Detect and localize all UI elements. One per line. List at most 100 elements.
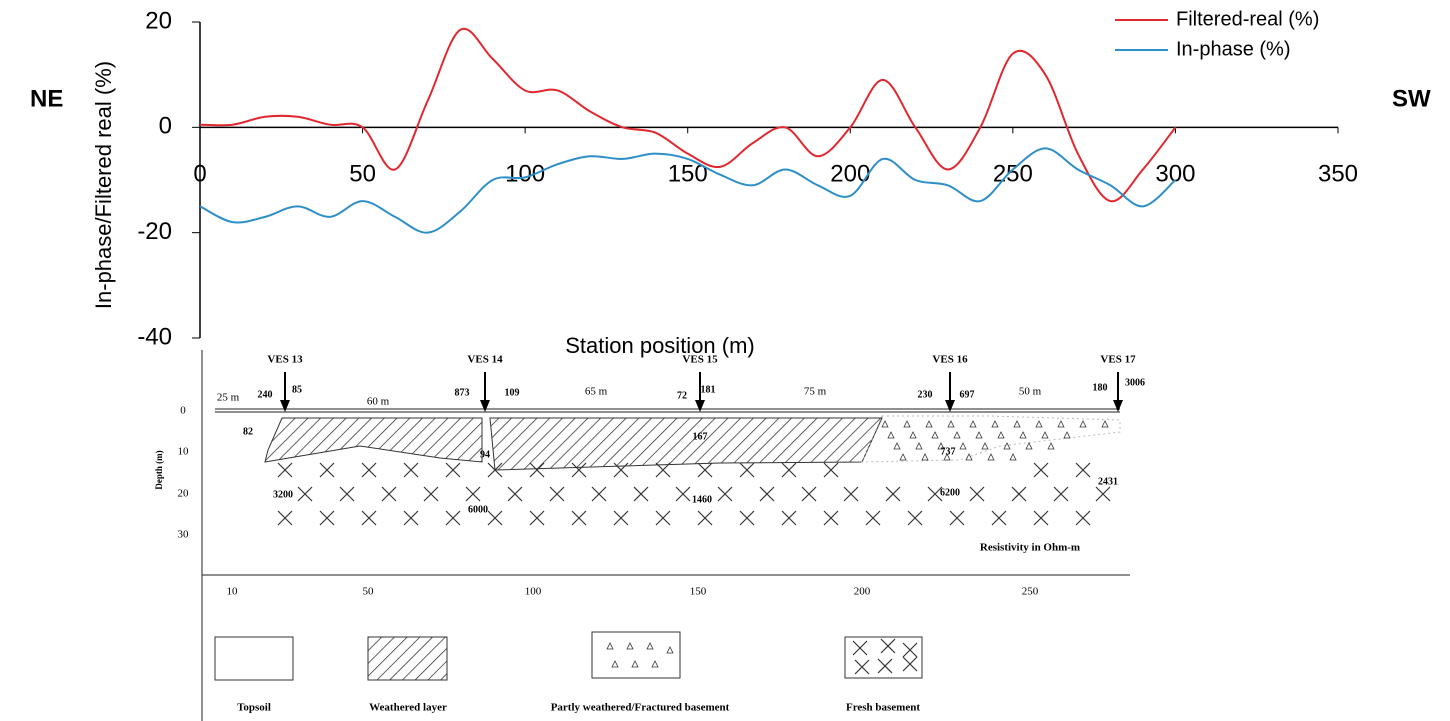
cross-symbol [655, 510, 671, 526]
depth-label: Depth (m) [154, 450, 164, 489]
ves-arrowhead [695, 400, 705, 412]
x-tick-label: 200 [830, 161, 870, 188]
ves-label: VES 14 [467, 354, 503, 366]
triangle-symbol [909, 431, 917, 439]
triangle-symbol [1019, 431, 1027, 439]
triangle-symbol [626, 642, 634, 650]
distance-tick-label: 10 [227, 586, 239, 598]
ves-arrowhead [1113, 400, 1123, 412]
ves-label: VES 15 [682, 354, 718, 366]
x-tick-label: 350 [1318, 161, 1358, 188]
direction-right: SW [1392, 85, 1431, 112]
section-legend-label: Partly weathered/Fractured basement [551, 702, 730, 714]
ves-arrowhead [945, 400, 955, 412]
cross-symbol [877, 658, 893, 674]
section-legend-label: Fresh basement [846, 702, 920, 714]
cross-symbol [902, 656, 918, 672]
triangle-symbol [925, 420, 933, 428]
cross-symbol [339, 486, 355, 502]
spacing-label: 65 m [585, 386, 608, 398]
triangle-symbol [1047, 442, 1055, 450]
spacing-label: 25 m [217, 392, 240, 404]
y-tick-label: 20 [145, 7, 172, 34]
triangle-symbol [931, 431, 939, 439]
resistivity-label: 109 [505, 387, 520, 398]
cross-symbol [697, 510, 713, 526]
x-tick-label: 0 [193, 161, 206, 188]
cross-symbol [739, 462, 755, 478]
triangle-symbol [1025, 442, 1033, 450]
depth-tick-label: 0 [180, 405, 186, 417]
basement-symbols [277, 420, 1111, 675]
cross-symbol [823, 510, 839, 526]
x-tick-label: 300 [1155, 161, 1195, 188]
distance-tick-label: 250 [1022, 586, 1039, 598]
cross-symbol [487, 462, 503, 478]
triangle-symbol [953, 431, 961, 439]
cross-symbol [277, 510, 293, 526]
triangle-symbol [899, 453, 907, 461]
resistivity-label: 72 [677, 390, 687, 401]
section-legend-label: Weathered layer [369, 702, 447, 714]
cross-symbol [507, 486, 523, 502]
triangle-symbol [991, 420, 999, 428]
triangle-symbol [893, 442, 901, 450]
cross-symbol [613, 510, 629, 526]
triangle-symbol [1009, 453, 1017, 461]
triangle-symbol [987, 453, 995, 461]
cross-symbol [529, 510, 545, 526]
x-tick-label: 50 [349, 161, 376, 188]
cross-symbol [991, 510, 1007, 526]
resistivity-label: 737 [941, 446, 956, 457]
legend-label: In-phase (%) [1176, 38, 1291, 60]
cross-symbol [319, 510, 335, 526]
depth-tick-label: 20 [178, 488, 190, 500]
triangle-symbol [943, 453, 951, 461]
triangle-symbol [1079, 420, 1087, 428]
triangle-symbol [881, 420, 889, 428]
resistivity-label: 240 [258, 389, 273, 400]
series-line [199, 27, 1177, 203]
triangle-symbol [1035, 420, 1043, 428]
triangle-symbol [1003, 442, 1011, 450]
y-tick-label: -40 [137, 323, 172, 350]
triangle-symbol [1041, 431, 1049, 439]
weathered-layer [264, 417, 883, 471]
resistivity-label: 94 [480, 449, 490, 460]
triangle-symbol [969, 420, 977, 428]
cross-symbol [781, 510, 797, 526]
triangle-symbol [611, 660, 619, 668]
triangle-symbol [887, 431, 895, 439]
partly-weathered-zone [861, 415, 1121, 463]
cross-symbol [591, 486, 607, 502]
resistivity-label: 2431 [1098, 476, 1118, 487]
cross-symbol [361, 510, 377, 526]
y-tick-label: 0 [159, 113, 172, 140]
ves-arrowhead [280, 400, 290, 412]
cross-symbol [423, 486, 439, 502]
cross-symbol [759, 486, 775, 502]
ves-label: VES 13 [267, 354, 303, 366]
depth-tick-label: 10 [178, 446, 190, 458]
cross-symbol [801, 486, 817, 502]
cross-symbol [403, 462, 419, 478]
triangle-symbol [997, 431, 1005, 439]
triangle-symbol [981, 442, 989, 450]
cross-symbol [655, 462, 671, 478]
cross-symbol [445, 462, 461, 478]
x-axis-label: Station position (m) [565, 333, 755, 358]
resistivity-label: 180 [1093, 382, 1108, 393]
cross-symbol [1033, 510, 1049, 526]
triangle-symbol [903, 420, 911, 428]
triangle-symbol [646, 642, 654, 650]
cross-symbol [1033, 462, 1049, 478]
triangle-symbol [1057, 420, 1065, 428]
triangle-symbol [606, 642, 614, 650]
triangle-symbol [937, 442, 945, 450]
resistivity-label: 873 [455, 387, 470, 398]
cross-symbol [1075, 510, 1091, 526]
cross-symbol [487, 510, 503, 526]
cross-symbol [1053, 486, 1069, 502]
triangle-symbol [666, 646, 674, 654]
